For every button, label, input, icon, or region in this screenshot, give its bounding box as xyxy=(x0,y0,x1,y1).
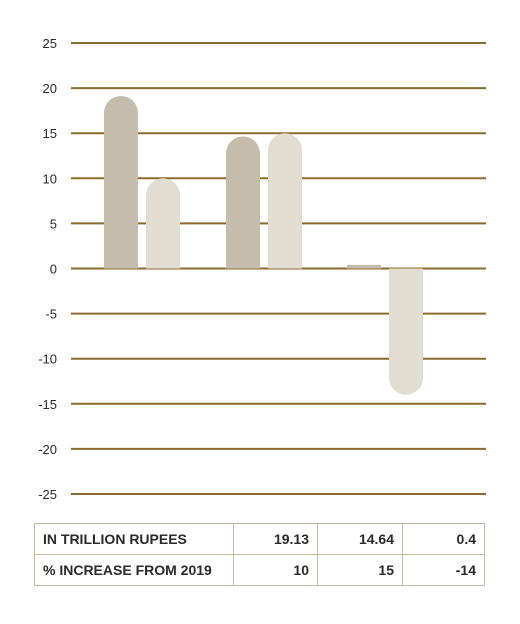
bar-chart: 25 20 15 10 5 0 -5 -10 -15 -20 -25 xyxy=(38,36,486,502)
bar xyxy=(226,136,260,269)
table-cell: 14.64 xyxy=(317,523,403,555)
y-tick-label: 25 xyxy=(43,36,57,51)
y-axis-tick-labels: 25 20 15 10 5 0 -5 -10 -15 -20 -25 xyxy=(38,36,57,502)
table-row: IN TRILLION RUPEES 19.13 14.64 0.4 xyxy=(34,523,485,555)
y-tick-label: -5 xyxy=(45,307,57,322)
row-label: % INCREASE FROM 2019 xyxy=(34,554,234,586)
y-tick-label: 20 xyxy=(43,81,57,96)
y-tick-label: 5 xyxy=(50,216,57,231)
y-tick-label: 10 xyxy=(43,171,57,186)
y-tick-label: -25 xyxy=(38,487,57,502)
bar xyxy=(347,264,381,269)
table-cell: 19.13 xyxy=(233,523,318,555)
data-table: IN TRILLION RUPEES 19.13 14.64 0.4 % INC… xyxy=(34,523,485,586)
bar xyxy=(104,95,138,269)
y-tick-label: 15 xyxy=(43,126,57,141)
y-tick-label: -15 xyxy=(38,397,57,412)
table-cell: 10 xyxy=(233,554,318,586)
y-tick-label: -20 xyxy=(38,442,57,457)
table-cell: 15 xyxy=(317,554,403,586)
bar xyxy=(389,268,423,395)
y-tick-label: 0 xyxy=(50,262,57,277)
table-row: % INCREASE FROM 2019 10 15 -14 xyxy=(34,554,485,586)
bar xyxy=(268,133,302,269)
row-label: IN TRILLION RUPEES xyxy=(34,523,234,555)
bars xyxy=(104,95,423,395)
y-tick-label: -10 xyxy=(38,352,57,367)
table-cell: -14 xyxy=(402,554,485,586)
table-cell: 0.4 xyxy=(402,523,485,555)
bar xyxy=(146,178,180,269)
